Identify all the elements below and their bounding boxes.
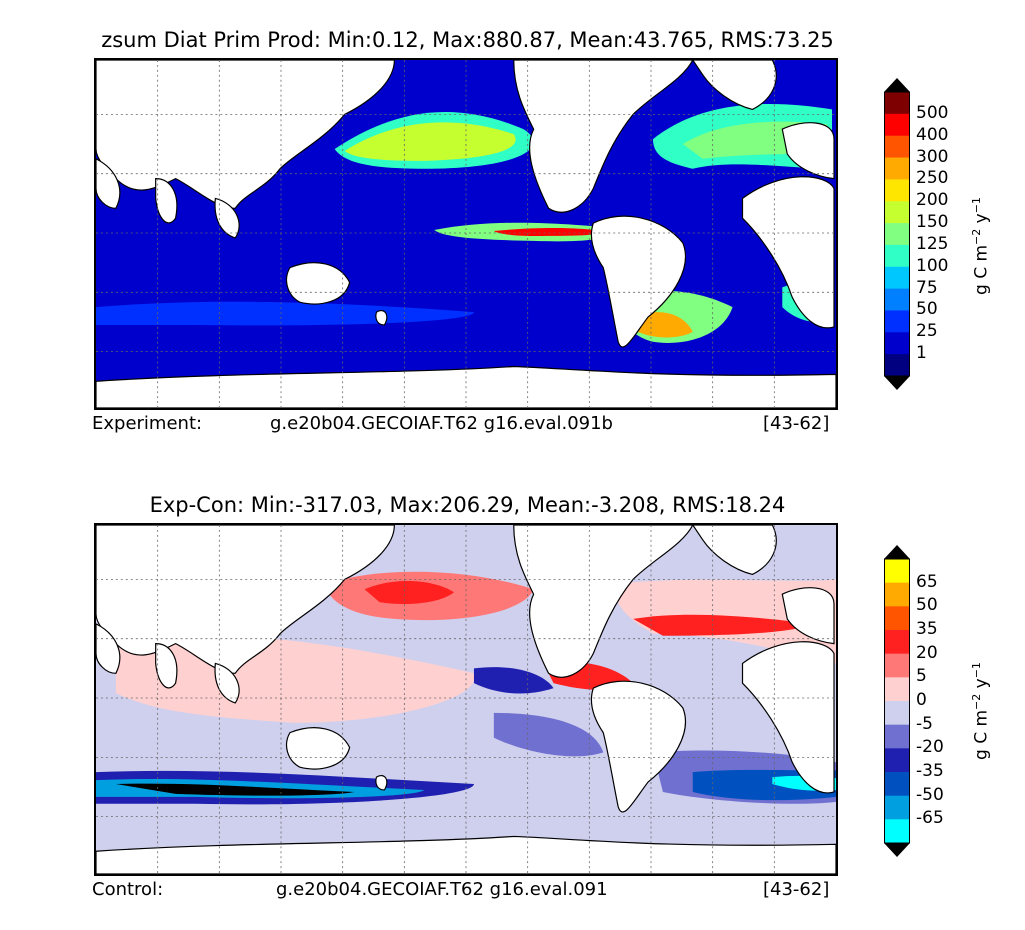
- top-colorbar-tick-label: 150: [916, 212, 949, 233]
- bottom-colorbar-tick-label: 0: [916, 690, 927, 710]
- bottom-colorbar-swatch: [884, 748, 910, 773]
- bottom-colorbar-svg: [884, 545, 910, 857]
- top-colorbar-swatch: [884, 135, 910, 159]
- bottom-colorbar-swatch: [884, 795, 910, 820]
- neg-mid-pacific: [493, 712, 604, 757]
- control-year-range: [43-62]: [763, 879, 830, 900]
- north-pacific-band-core: [344, 122, 516, 161]
- top-colorbar-swatch: [884, 332, 910, 355]
- top-colorbar-tick-label: 125: [916, 233, 949, 254]
- top-colorbar-swatch: [884, 244, 910, 268]
- bottom-colorbar-swatch: [884, 606, 910, 631]
- top-colorbar-tick-label: 75: [916, 277, 938, 298]
- top-colorbar-swatch: [884, 354, 910, 377]
- control-case-name: g.e20b04.GECOIAF.T62 g16.eval.091: [276, 879, 608, 900]
- bottom-map-canvas: [96, 525, 836, 874]
- top-map-title: zsum Diat Prim Prod: Min:0.12, Max:880.8…: [101, 28, 834, 52]
- top-colorbar: [884, 78, 910, 390]
- southeast-asia: [214, 197, 240, 239]
- bottom-colorbar-tick-label: 5: [916, 666, 927, 687]
- top-colorbar-tick-label: 1: [916, 343, 927, 364]
- top-colorbar-swatch: [884, 310, 910, 333]
- top-colorbar-swatch: [884, 223, 910, 246]
- top-colorbar-swatch: [884, 92, 910, 115]
- bottom-colorbar-swatch: [884, 677, 910, 702]
- bottom-map: [94, 523, 838, 876]
- bottom-colorbar-swatch: [884, 701, 910, 726]
- bottom-colorbar-min-arrow: [884, 843, 910, 857]
- bottom-colorbar-max-arrow: [884, 545, 910, 559]
- top-colorbar-unit: g C m−2 y−1: [970, 197, 992, 295]
- top-colorbar-tick-label: 25: [916, 321, 938, 342]
- top-colorbar-swatch: [884, 179, 910, 202]
- bottom-colorbar-tick-label: 65: [916, 571, 938, 592]
- australia: [286, 262, 351, 305]
- map-gridlines: [96, 60, 836, 408]
- pos-atl-band: [633, 614, 813, 636]
- top-colorbar-svg: [884, 78, 910, 390]
- eurasia: [96, 60, 395, 209]
- europe: [781, 122, 835, 180]
- bottom-colorbar: [884, 545, 910, 857]
- bottom-colorbar-swatch: [884, 582, 910, 607]
- bottom-colorbar-swatch: [884, 772, 910, 797]
- experiment-case-name: g.e20b04.GECOIAF.T62 g16.eval.091b: [270, 413, 613, 434]
- top-colorbar-swatch: [884, 113, 910, 137]
- experiment-year-range: [43-62]: [763, 413, 830, 434]
- southern-ocean-band: [96, 301, 474, 326]
- top-colorbar-tick-label: 500: [916, 102, 949, 123]
- top-map-canvas: [96, 60, 836, 408]
- top-colorbar-swatch: [884, 201, 910, 224]
- arabia-east-africa: [96, 158, 121, 209]
- africa: [741, 176, 835, 329]
- bottom-colorbar-tick-label: -65: [916, 808, 944, 829]
- top-colorbar-tick-label: 100: [916, 255, 949, 276]
- bottom-colorbar-swatch: [884, 559, 910, 584]
- bottom-colorbar-unit: g C m−2 y−1: [970, 662, 992, 760]
- top-colorbar-tick-label: 250: [916, 168, 949, 189]
- bottom-colorbar-swatch: [884, 819, 910, 844]
- map-gridlines-bottom: [96, 525, 836, 874]
- bottom-colorbar-tick-label: 50: [916, 595, 938, 616]
- top-colorbar-max-arrow: [884, 78, 910, 92]
- bottom-colorbar-swatch: [884, 653, 910, 678]
- top-colorbar-tick-label: 400: [916, 124, 949, 145]
- south-america: [590, 215, 687, 348]
- landmasses-bottom: [96, 525, 836, 874]
- india: [155, 178, 178, 224]
- bottom-map-title: Exp-Con: Min:-317.03, Max:206.29, Mean:-…: [149, 493, 786, 517]
- bottom-colorbar-tick-label: -35: [916, 761, 944, 781]
- top-colorbar-tick-label: 200: [916, 190, 949, 211]
- bottom-colorbar-swatch: [884, 630, 910, 655]
- north-america: [513, 60, 694, 213]
- top-colorbar-swatch: [884, 288, 910, 311]
- greenland: [692, 60, 777, 111]
- top-colorbar-swatch: [884, 157, 910, 180]
- top-colorbar-tick-label: 300: [916, 146, 949, 167]
- southern-ocean-core: [115, 783, 355, 796]
- bottom-colorbar-tick-label: -20: [916, 737, 944, 758]
- bottom-colorbar-tick-label: -5: [916, 713, 933, 734]
- equatorial-pacific-core: [493, 228, 604, 236]
- new-zealand: [375, 310, 388, 326]
- top-colorbar-swatch: [884, 266, 910, 290]
- patagonian-core: [633, 312, 693, 338]
- top-colorbar-tick-label: 50: [916, 299, 938, 320]
- pos-north-pacific-core: [364, 580, 455, 604]
- bottom-colorbar-tick-label: 20: [916, 642, 938, 663]
- bottom-colorbar-tick-label: 35: [916, 619, 938, 639]
- top-colorbar-min-arrow: [884, 376, 910, 390]
- bottom-colorbar-tick-label: -50: [916, 784, 944, 805]
- control-label: Control:: [92, 879, 164, 900]
- top-map: [94, 58, 838, 410]
- experiment-label: Experiment:: [92, 413, 203, 434]
- bottom-colorbar-swatch: [884, 724, 910, 749]
- neg-eq-pacific: [473, 667, 554, 694]
